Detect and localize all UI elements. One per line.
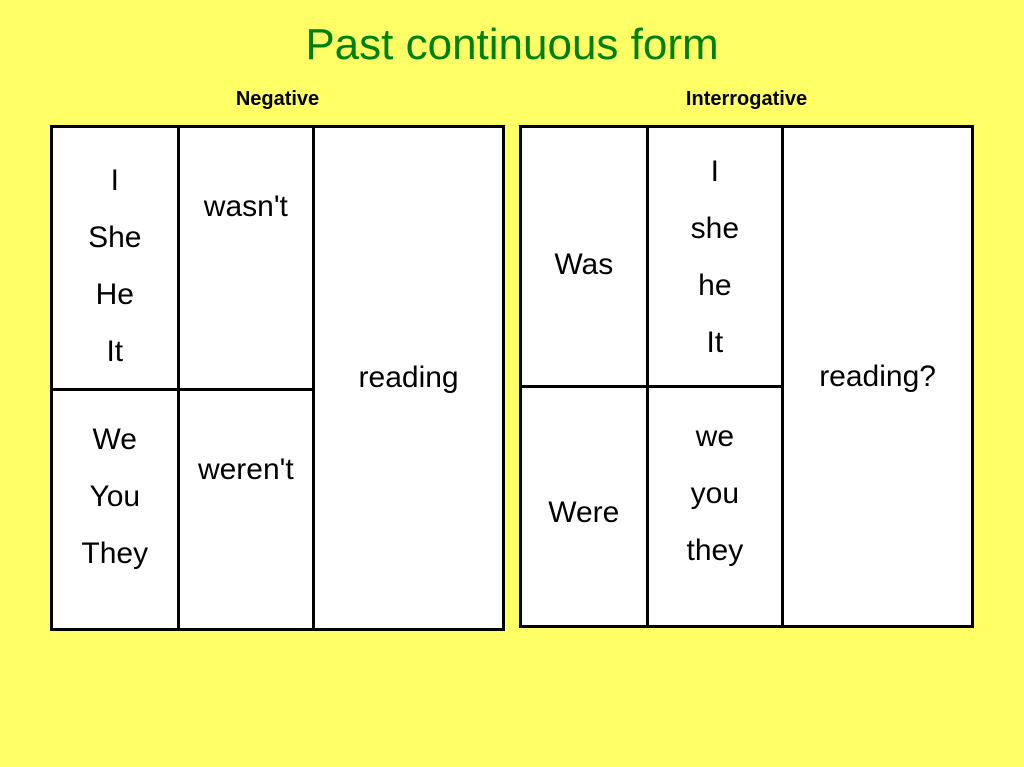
negative-heading: Negative <box>50 88 505 111</box>
neg-verb: reading <box>314 127 504 630</box>
neg-pronouns-plural: WeYouThey <box>52 390 179 630</box>
interrogative-heading: Interrogative <box>519 88 974 111</box>
int-pronouns-singular: IsheheIt <box>647 127 783 387</box>
negative-table: ISheHeIt wasn't reading WeYouThey weren'… <box>50 125 505 631</box>
neg-aux-wasnt: wasn't <box>178 127 314 390</box>
negative-block: Negative ISheHeIt wasn't reading WeYouTh… <box>50 88 505 631</box>
interrogative-block: Interrogative Was IsheheIt reading? Were… <box>519 88 974 631</box>
tables-container: Negative ISheHeIt wasn't reading WeYouTh… <box>50 88 974 631</box>
int-verb: reading? <box>783 127 973 627</box>
int-aux-was: Was <box>521 127 648 387</box>
int-pronouns-plural: weyouthey <box>647 387 783 627</box>
interrogative-table: Was IsheheIt reading? Were weyouthey <box>519 125 974 628</box>
page-title: Past continuous form <box>50 20 974 70</box>
neg-aux-werent: weren't <box>178 390 314 630</box>
int-aux-were: Were <box>521 387 648 627</box>
neg-pronouns-singular: ISheHeIt <box>52 127 179 390</box>
